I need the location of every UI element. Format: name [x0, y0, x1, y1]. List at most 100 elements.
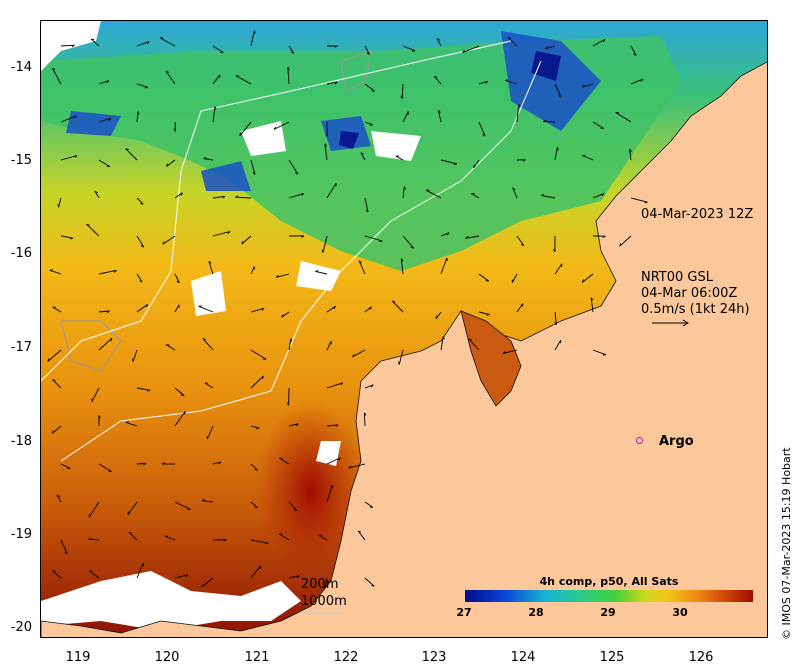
current-arrowhead: [139, 280, 143, 283]
current-arrow: [98, 159, 111, 167]
current-arrowhead: [214, 106, 217, 110]
x-tick-label: 119: [65, 650, 91, 665]
current-arrowhead: [462, 50, 465, 53]
current-arrow: [401, 83, 404, 99]
current-arrow: [364, 83, 375, 92]
timestamp-label: 04-Mar-2023 12Z: [641, 207, 754, 222]
sst-map: [40, 20, 768, 638]
current-arrow: [60, 463, 71, 469]
peninsula: [460, 310, 522, 407]
current-arrow: [132, 349, 138, 362]
current-arrowhead: [293, 509, 298, 512]
current-arrowhead: [88, 537, 92, 540]
current-arrowhead: [379, 240, 383, 243]
current-arrow: [554, 339, 562, 351]
current-arrowhead: [446, 257, 448, 261]
current-arrow: [581, 273, 594, 283]
current-arrowhead: [485, 80, 488, 84]
current-arrowhead: [398, 361, 400, 365]
current-arrow: [136, 562, 144, 579]
current-arrow: [98, 463, 112, 472]
current-arrowhead: [366, 52, 370, 55]
current-arrowhead: [287, 66, 290, 70]
current-arrowhead: [218, 461, 222, 465]
current-arrow: [288, 192, 304, 199]
current-arrow: [516, 104, 520, 123]
scale-arrow-icon: [652, 319, 689, 327]
current-arrow: [89, 570, 100, 579]
current-arrowhead: [132, 358, 134, 362]
current-arrow: [136, 235, 145, 248]
current-arrow: [52, 68, 62, 85]
current-arrow: [136, 83, 148, 88]
current-arrow: [507, 37, 518, 47]
current-arrowhead: [203, 157, 207, 159]
current-arrow: [402, 235, 415, 249]
current-arrowhead: [392, 300, 396, 303]
current-arrow: [60, 115, 77, 123]
current-arrowhead: [261, 307, 265, 311]
current-arrowhead: [468, 338, 472, 341]
current-arrowhead: [222, 195, 226, 199]
current-arrow: [478, 80, 488, 85]
current-arrowhead: [126, 421, 130, 423]
current-arrowhead: [644, 201, 648, 204]
current-arrow: [164, 535, 176, 541]
current-arrowhead: [49, 269, 53, 271]
current-arrow: [468, 338, 480, 351]
current-arrowhead: [358, 260, 362, 263]
current-arrowhead: [227, 231, 231, 234]
current-arrowhead: [512, 187, 516, 191]
current-arrowhead: [91, 38, 95, 41]
current-arrow: [478, 273, 489, 282]
current-arrow: [315, 270, 328, 275]
current-arrow: [212, 106, 216, 123]
current-arrow: [326, 305, 336, 313]
current-arrowhead: [541, 194, 545, 196]
y-tick-label: -17: [10, 340, 32, 355]
current-arrow: [326, 424, 339, 427]
isobath-1000: [41, 40, 542, 462]
current-arrowhead: [223, 539, 227, 542]
current-arrowhead: [453, 163, 458, 166]
current-arrow: [174, 574, 188, 579]
current-arrow: [52, 306, 62, 313]
current-arrowhead: [239, 132, 241, 136]
current-arrow: [436, 38, 442, 47]
current-arrowhead: [57, 204, 60, 208]
current-arrowhead: [324, 143, 328, 147]
current-arrowhead: [502, 350, 506, 354]
isobath-1000-label: 1000m: [301, 594, 347, 609]
current-arrow: [326, 341, 332, 351]
current-arrow: [273, 121, 290, 130]
current-arrowhead: [110, 338, 113, 342]
current-arrow: [136, 111, 139, 123]
current-arrow: [136, 40, 150, 47]
current-arrowhead: [553, 248, 556, 253]
current-arrowhead: [590, 297, 594, 301]
current-arrowhead: [400, 95, 403, 99]
current-arrow: [582, 83, 594, 88]
current-arrow: [360, 152, 366, 161]
current-arrow: [239, 121, 252, 136]
current-arrowhead: [335, 424, 339, 427]
current-arrowhead: [602, 354, 606, 356]
current-arrow: [400, 258, 404, 275]
current-arrowhead: [365, 209, 369, 213]
current-arrow: [630, 78, 644, 85]
y-tick-label: -16: [10, 246, 32, 261]
current-arrow: [288, 423, 299, 427]
current-arrow: [440, 336, 444, 351]
current-arrowhead: [321, 249, 324, 253]
current-arrowhead: [286, 402, 289, 406]
current-arrowhead: [253, 30, 256, 34]
current-arrow: [212, 45, 224, 53]
current-arrow: [590, 297, 594, 313]
current-arrowhead: [371, 585, 375, 587]
current-arrow: [128, 531, 138, 541]
argo-marker-icon: [636, 437, 643, 444]
current-arrow: [326, 382, 343, 389]
current-arrow: [162, 235, 176, 245]
current-arrow: [364, 501, 374, 508]
current-arrowhead: [290, 51, 295, 54]
